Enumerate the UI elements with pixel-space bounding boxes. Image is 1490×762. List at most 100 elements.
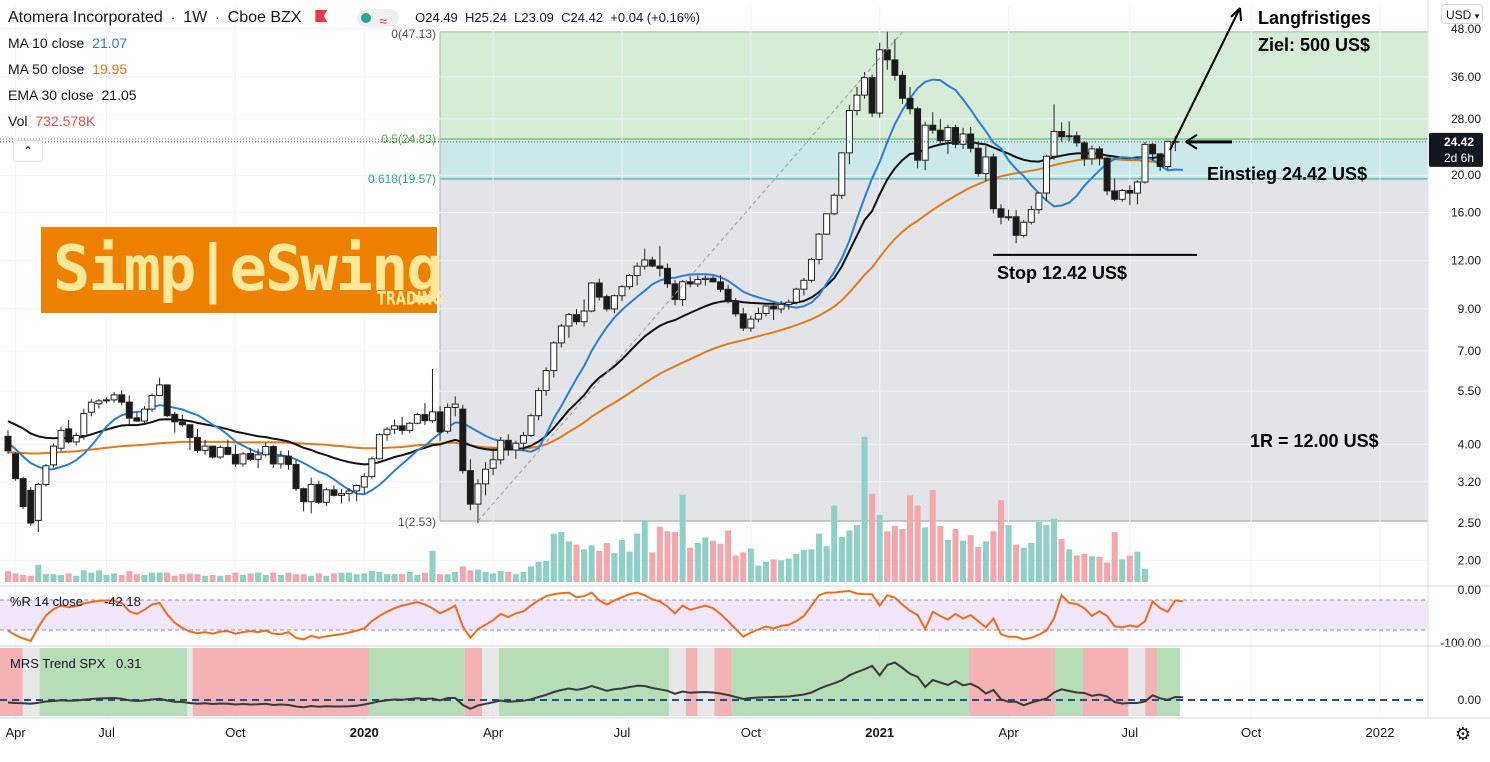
candle[interactable] [747, 315, 755, 332]
candle[interactable] [406, 422, 414, 434]
symbol-name[interactable]: Atomera Incorporated [8, 9, 163, 26]
candle[interactable] [921, 121, 929, 171]
candle[interactable] [34, 482, 42, 532]
candle[interactable] [1103, 157, 1111, 196]
candle[interactable] [27, 487, 35, 526]
candle[interactable] [315, 480, 323, 505]
candle[interactable] [838, 152, 846, 199]
candle[interactable] [891, 39, 899, 81]
candle[interactable] [12, 452, 20, 481]
candle[interactable] [914, 106, 922, 169]
candle[interactable] [686, 276, 694, 288]
candle[interactable] [1156, 152, 1164, 172]
candle[interactable] [353, 484, 361, 502]
candle[interactable] [224, 439, 232, 456]
indicator-toggle-icon[interactable]: ≈ [357, 9, 400, 29]
candle[interactable] [550, 341, 558, 378]
candle[interactable] [42, 463, 50, 487]
collapse-legend-button[interactable]: ⌃ [13, 140, 43, 162]
candle[interactable] [770, 304, 778, 320]
candle[interactable] [95, 398, 103, 409]
candle[interactable] [1096, 146, 1104, 166]
candle[interactable] [580, 299, 588, 327]
candle[interactable] [671, 280, 679, 306]
candle[interactable] [732, 298, 740, 317]
candle[interactable] [785, 299, 793, 310]
candle[interactable] [504, 434, 512, 456]
candle[interactable] [398, 416, 406, 435]
candle[interactable] [519, 431, 527, 451]
candle[interactable] [952, 124, 959, 149]
candle[interactable] [868, 74, 876, 118]
candle[interactable] [322, 487, 330, 506]
candle[interactable] [1042, 154, 1050, 201]
candle[interactable] [1050, 104, 1058, 160]
candle[interactable] [633, 262, 641, 286]
candle[interactable] [201, 439, 209, 455]
candle[interactable] [360, 473, 368, 494]
candle[interactable] [451, 396, 459, 417]
candle[interactable] [853, 86, 861, 116]
candle[interactable] [1035, 191, 1043, 214]
candle[interactable] [830, 193, 838, 216]
candle[interactable] [65, 419, 73, 444]
candle[interactable] [284, 450, 292, 470]
candle[interactable] [489, 447, 497, 476]
candle[interactable] [103, 397, 111, 404]
candle[interactable] [300, 487, 308, 512]
candle[interactable] [876, 42, 884, 118]
candle[interactable] [679, 280, 687, 306]
candle[interactable] [929, 112, 937, 134]
candle[interactable] [974, 140, 982, 177]
candle[interactable] [239, 452, 247, 467]
candle[interactable] [1149, 143, 1157, 161]
candle[interactable] [140, 406, 148, 425]
candle[interactable] [595, 278, 603, 301]
candle[interactable] [663, 263, 671, 289]
candle[interactable] [959, 127, 967, 150]
candle[interactable] [1020, 219, 1028, 238]
candle[interactable] [565, 312, 573, 338]
candle[interactable] [4, 430, 12, 454]
candle[interactable] [527, 413, 535, 438]
legend-volume[interactable]: Vol 732.578K [8, 108, 700, 134]
candle[interactable] [57, 426, 65, 452]
candle[interactable] [383, 427, 391, 441]
candle[interactable] [330, 485, 338, 497]
candle[interactable] [557, 323, 565, 348]
candle[interactable] [603, 294, 611, 312]
candle[interactable] [944, 124, 952, 154]
candle[interactable] [792, 287, 800, 305]
candle[interactable] [1133, 180, 1141, 205]
interval[interactable]: 1W [183, 9, 208, 26]
candle[interactable] [989, 153, 997, 214]
candle[interactable] [125, 395, 133, 425]
candle[interactable] [1126, 185, 1134, 206]
candle[interactable] [898, 71, 906, 104]
candle[interactable] [466, 459, 474, 511]
candle[interactable] [413, 412, 421, 425]
settings-gear-icon[interactable]: ⚙ [1455, 724, 1471, 744]
candle[interactable] [1012, 210, 1020, 244]
candle[interactable] [292, 459, 300, 491]
candle[interactable] [118, 390, 126, 406]
candle[interactable] [428, 368, 436, 423]
candle[interactable] [19, 476, 27, 509]
candle[interactable] [148, 393, 156, 412]
candle[interactable] [762, 305, 770, 317]
candle[interactable] [163, 384, 171, 418]
candle[interactable] [1111, 178, 1119, 202]
candle[interactable] [701, 275, 709, 286]
candle[interactable] [1027, 205, 1035, 225]
candle[interactable] [110, 392, 118, 403]
candle[interactable] [739, 307, 747, 332]
candle[interactable] [967, 127, 975, 153]
candle[interactable] [936, 119, 944, 144]
candle[interactable] [1065, 121, 1073, 142]
candle[interactable] [641, 248, 649, 270]
candle[interactable] [375, 433, 383, 460]
candle[interactable] [618, 285, 626, 302]
candle[interactable] [247, 447, 255, 462]
candle[interactable] [1080, 141, 1088, 167]
candle[interactable] [1058, 122, 1066, 142]
